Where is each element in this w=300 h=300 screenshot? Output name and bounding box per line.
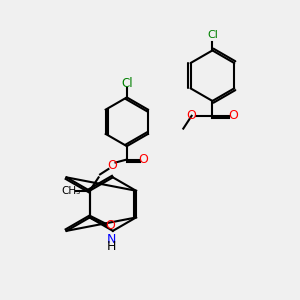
Text: O: O (107, 159, 117, 172)
Text: O: O (228, 109, 238, 122)
Text: O: O (138, 153, 148, 166)
Text: CH₃: CH₃ (61, 186, 81, 196)
Text: O: O (187, 109, 196, 122)
Text: N: N (107, 233, 116, 246)
Text: O: O (105, 219, 115, 232)
Text: Cl: Cl (207, 30, 218, 40)
Text: H: H (107, 240, 116, 253)
Text: Cl: Cl (121, 76, 133, 90)
